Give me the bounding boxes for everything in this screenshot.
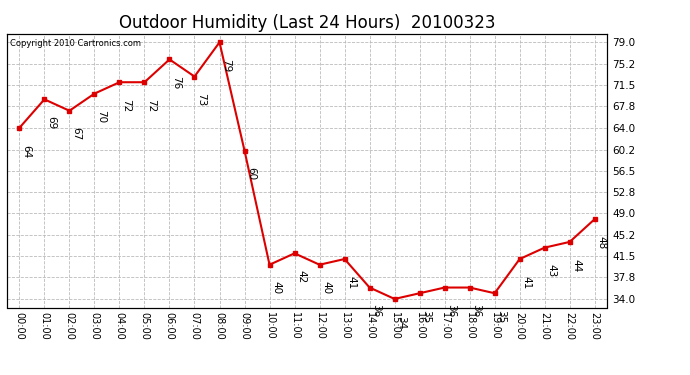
- Text: 43: 43: [546, 264, 557, 278]
- Text: 60: 60: [246, 167, 257, 180]
- Text: 44: 44: [571, 259, 582, 272]
- Text: Copyright 2010 Cartronics.com: Copyright 2010 Cartronics.com: [10, 39, 141, 48]
- Text: 67: 67: [71, 128, 81, 141]
- Text: 34: 34: [397, 316, 406, 329]
- Text: 73: 73: [197, 93, 206, 106]
- Text: 48: 48: [597, 236, 607, 249]
- Text: 64: 64: [21, 144, 31, 158]
- Text: 42: 42: [297, 270, 306, 283]
- Text: 40: 40: [322, 281, 331, 294]
- Text: 35: 35: [422, 310, 431, 323]
- Text: 36: 36: [471, 304, 482, 318]
- Text: 41: 41: [346, 276, 357, 289]
- Text: 36: 36: [371, 304, 382, 318]
- Title: Outdoor Humidity (Last 24 Hours)  20100323: Outdoor Humidity (Last 24 Hours) 2010032…: [119, 14, 495, 32]
- Text: 70: 70: [97, 110, 106, 123]
- Text: 76: 76: [171, 76, 181, 89]
- Text: 72: 72: [146, 99, 157, 112]
- Text: 41: 41: [522, 276, 531, 289]
- Text: 35: 35: [497, 310, 506, 323]
- Text: 40: 40: [271, 281, 282, 294]
- Text: 79: 79: [221, 59, 231, 72]
- Text: 36: 36: [446, 304, 457, 318]
- Text: 69: 69: [46, 116, 57, 129]
- Text: 72: 72: [121, 99, 131, 112]
